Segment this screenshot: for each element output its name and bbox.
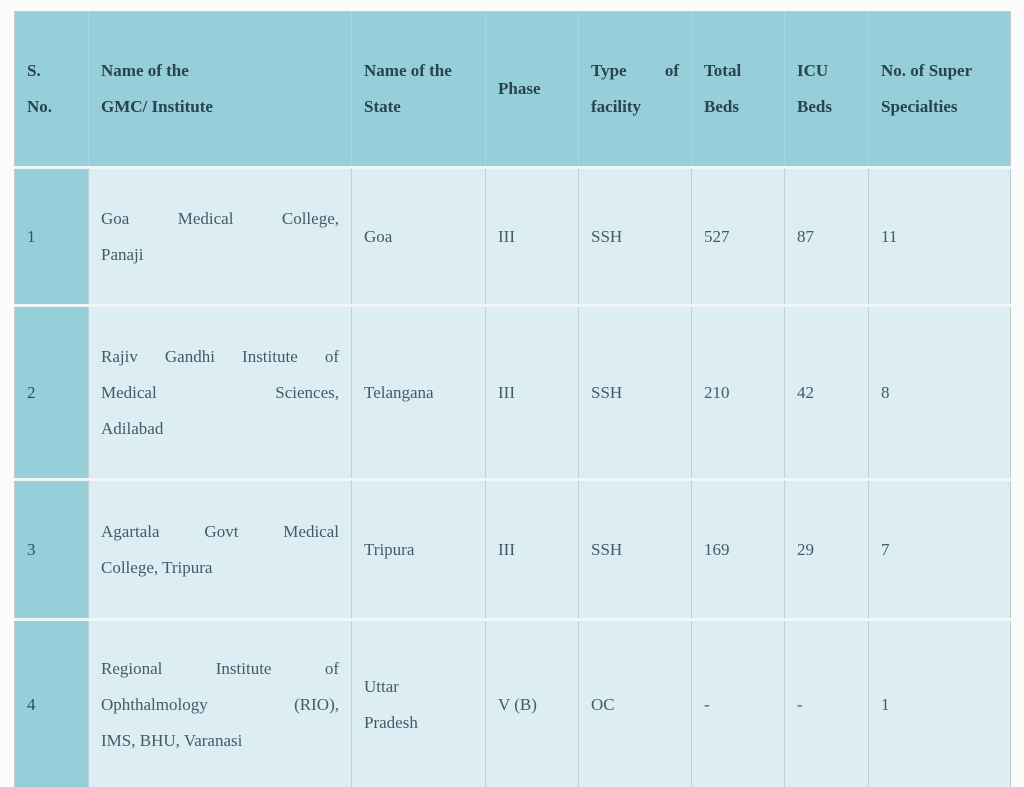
cell-total-beds: 169 — [691, 478, 785, 620]
table-body: 1 Goa Medical College, Panaji Goa III SSH… — [14, 166, 1011, 787]
cell-phase: III — [485, 166, 579, 306]
cell-super-specialties: 1 — [868, 618, 1011, 787]
cell-super-specialties: 8 — [868, 304, 1011, 480]
cell-super-specialties: 11 — [868, 166, 1011, 306]
cell-phase: V (B) — [485, 618, 579, 787]
table-row: 1 Goa Medical College, Panaji Goa III SSH… — [14, 166, 1011, 306]
cell-icu-beds: 29 — [784, 478, 869, 620]
cell-phase: III — [485, 304, 579, 480]
header-cell-institute: Name of the GMC/ Institute — [88, 11, 352, 168]
cell-state: Goa — [351, 166, 486, 306]
cell-super-specialties: 7 — [868, 478, 1011, 620]
cell-institute: Goa Medical College, Panaji — [88, 166, 352, 306]
cell-facility: SSH — [578, 166, 692, 306]
cell-institute: Agartala Govt Medical College, Tripura — [88, 478, 352, 620]
cell-icu-beds: - — [784, 618, 869, 787]
cell-icu-beds: 42 — [784, 304, 869, 480]
header-cell-facility: Type of facility — [578, 11, 692, 168]
table-header: S. No. Name of the GMC/ Institute Name o… — [14, 11, 1011, 168]
header-cell-icu-beds: ICU Beds — [784, 11, 869, 168]
cell-sno: 3 — [14, 478, 89, 620]
header-cell-super-specialties: No. of Super Specialties — [868, 11, 1011, 168]
cell-total-beds: 210 — [691, 304, 785, 480]
cell-state: Uttar Pradesh — [351, 618, 486, 787]
gmc-institutes-table: S. No. Name of the GMC/ Institute Name o… — [14, 11, 1011, 787]
cell-sno: 4 — [14, 618, 89, 787]
cell-state: Tripura — [351, 478, 486, 620]
cell-facility: OC — [578, 618, 692, 787]
table-row: 3 Agartala Govt Medical College, Tripura … — [14, 478, 1011, 620]
header-cell-phase: Phase — [485, 11, 579, 168]
cell-facility: SSH — [578, 304, 692, 480]
cell-state: Telangana — [351, 304, 486, 480]
header-cell-sno: S. No. — [14, 11, 89, 168]
cell-institute: Regional Institute of Ophthalmology (RIO)… — [88, 618, 352, 787]
table-row: 4 Regional Institute of Ophthalmology (RI… — [14, 618, 1011, 787]
cell-facility: SSH — [578, 478, 692, 620]
cell-sno: 1 — [14, 166, 89, 306]
cell-institute: Rajiv Gandhi Institute of Medical Science… — [88, 304, 352, 480]
header-row: S. No. Name of the GMC/ Institute Name o… — [14, 11, 1011, 168]
cell-sno: 2 — [14, 304, 89, 480]
table-row: 2 Rajiv Gandhi Institute of Medical Scien… — [14, 304, 1011, 480]
cell-total-beds: 527 — [691, 166, 785, 306]
header-cell-total-beds: Total Beds — [691, 11, 785, 168]
cell-phase: III — [485, 478, 579, 620]
cell-total-beds: - — [691, 618, 785, 787]
cell-icu-beds: 87 — [784, 166, 869, 306]
header-cell-state: Name of the State — [351, 11, 486, 168]
